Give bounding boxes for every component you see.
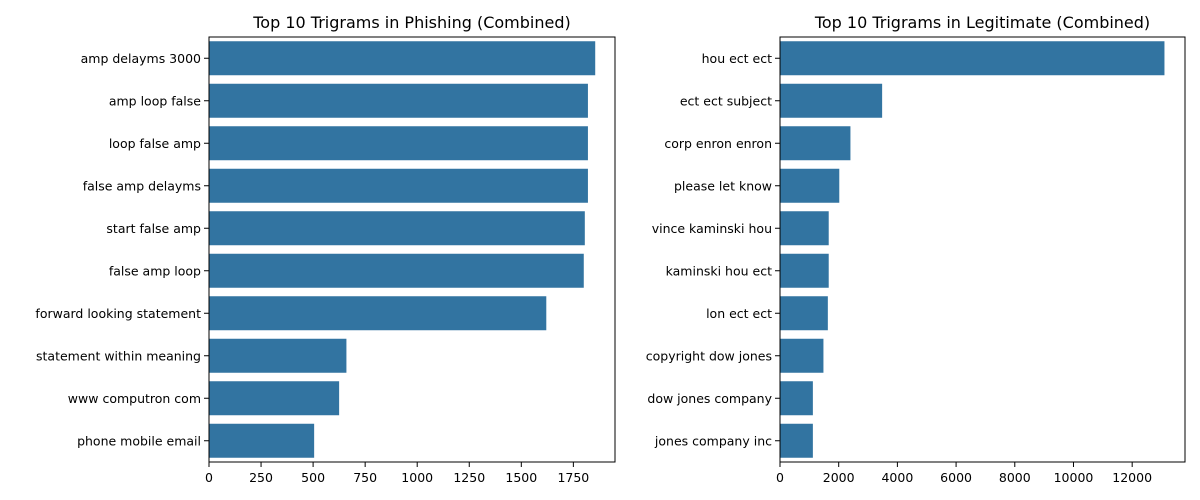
value-tick-label: 4000 — [881, 470, 913, 485]
bar — [780, 126, 851, 161]
chart-title: Top 10 Trigrams in Legitimate (Combined) — [814, 13, 1150, 32]
value-tick-label: 1750 — [557, 470, 589, 485]
bar — [209, 381, 340, 416]
plot-frame — [208, 36, 616, 463]
category-label: vince kaminski hou — [652, 221, 772, 236]
phishing-trigrams-chart: Top 10 Trigrams in Phishing (Combined) a… — [35, 13, 616, 485]
category-label: hou ect ect — [702, 51, 772, 66]
bar — [209, 126, 588, 161]
value-tick-label: 10000 — [1054, 470, 1094, 485]
value-tick-label: 2000 — [823, 470, 855, 485]
bar — [209, 423, 315, 458]
bar — [209, 83, 588, 118]
category-label: start false amp — [106, 221, 201, 236]
bar — [209, 41, 596, 76]
category-label: false amp delayms — [83, 178, 201, 193]
category-label: amp loop false — [109, 93, 201, 108]
category-label: please let know — [674, 178, 772, 193]
category-label: copyright dow jones — [646, 348, 772, 363]
value-tick-label: 0 — [776, 470, 784, 485]
bar — [780, 338, 824, 373]
value-tick-label: 750 — [353, 470, 377, 485]
bar — [780, 423, 813, 458]
value-tick-label: 12000 — [1112, 470, 1152, 485]
category-label: dow jones company — [647, 391, 772, 406]
bar-group — [209, 41, 596, 458]
plot-frame — [779, 36, 1186, 463]
bar — [780, 253, 829, 288]
bar — [780, 381, 813, 416]
category-label: phone mobile email — [77, 433, 201, 448]
category-label: lon ect ect — [706, 306, 772, 321]
category-label: jones company inc — [654, 433, 772, 448]
category-label: www computron com — [68, 391, 201, 406]
value-tick-label: 8000 — [999, 470, 1031, 485]
bar-group — [780, 41, 1165, 458]
category-axis: hou ect ect ect ect subject corp enron enr… — [646, 51, 780, 448]
value-axis: 0 250 500 750 1000 1250 1500 1750 — [205, 462, 589, 485]
bar — [780, 168, 840, 203]
category-label: ect ect subject — [680, 93, 772, 108]
chart-title: Top 10 Trigrams in Phishing (Combined) — [252, 13, 571, 32]
category-label: false amp loop — [109, 263, 201, 278]
category-axis: amp delayms 3000 amp loop false loop false… — [35, 51, 209, 448]
bar — [209, 338, 347, 373]
bar — [780, 211, 829, 246]
value-axis: 0 2000 4000 6000 8000 10000 12000 — [776, 462, 1152, 485]
value-tick-label: 6000 — [940, 470, 972, 485]
bar — [209, 168, 588, 203]
legitimate-trigrams-chart: Top 10 Trigrams in Legitimate (Combined)… — [646, 13, 1186, 485]
bar — [209, 211, 585, 246]
bar — [209, 253, 584, 288]
bar — [209, 296, 547, 331]
category-label: loop false amp — [109, 136, 201, 151]
value-tick-label: 500 — [301, 470, 325, 485]
category-label: forward looking statement — [35, 306, 201, 321]
bar — [780, 83, 883, 118]
category-label: statement within meaning — [36, 348, 201, 363]
value-tick-label: 250 — [249, 470, 273, 485]
value-tick-label: 1250 — [453, 470, 485, 485]
bar — [780, 41, 1165, 76]
value-tick-label: 1000 — [401, 470, 433, 485]
category-label: amp delayms 3000 — [81, 51, 201, 66]
value-tick-label: 0 — [205, 470, 213, 485]
category-label: kaminski hou ect — [666, 263, 772, 278]
bar — [780, 296, 828, 331]
category-label: corp enron enron — [664, 136, 772, 151]
value-tick-label: 1500 — [505, 470, 537, 485]
